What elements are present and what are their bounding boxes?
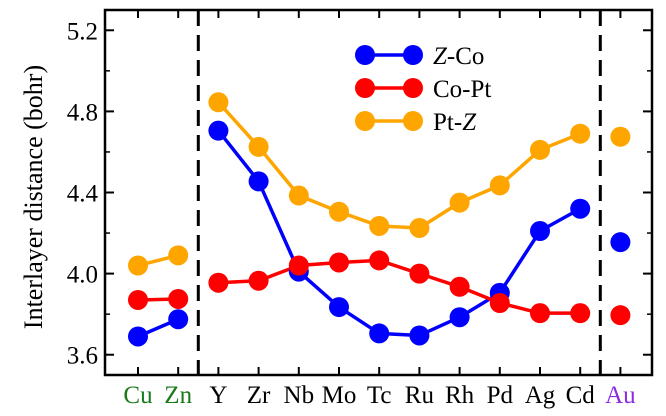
legend-marker [403, 45, 423, 65]
x-tick-label: Au [605, 382, 636, 409]
series-line-0 [217, 129, 582, 338]
data-point-0 [329, 297, 349, 318]
y-axis-label: Interlayer distance (bohr) [19, 65, 48, 329]
data-point-1 [369, 250, 390, 271]
data-point-0 [610, 232, 631, 253]
y-tick-label: 3.6 [67, 343, 98, 370]
data-point-2 [449, 192, 470, 213]
x-tick-label: Cu [123, 382, 153, 409]
data-point-1 [449, 276, 470, 297]
data-point-2 [208, 92, 229, 113]
legend-marker [355, 45, 375, 65]
data-point-0 [449, 307, 470, 328]
data-point-1 [168, 288, 189, 309]
legend-marker [403, 111, 423, 131]
x-tick-label: Cd [566, 382, 596, 409]
legend-label: Co-Pt [433, 76, 491, 103]
x-tick-label: Zr [247, 382, 271, 409]
y-tick-label: 5.2 [67, 18, 98, 45]
data-point-2 [570, 123, 591, 144]
data-point-2 [128, 255, 148, 276]
x-tick-label: Pd [487, 382, 514, 409]
data-point-2 [329, 201, 349, 222]
x-tick-label: Zn [164, 382, 192, 409]
data-point-2 [288, 185, 309, 206]
legend-label-italic: Z [433, 43, 448, 70]
data-point-1 [128, 289, 148, 310]
plot-area: 3.6 4.0 4.4 4.8 5.2 Cu Zn Y Zr Nb Mo Tc Ru Rh Pd Ag Cd Au [67, 10, 652, 409]
data-point-1 [208, 272, 229, 293]
legend-marker [403, 78, 423, 98]
data-point-0 [168, 309, 189, 330]
data-point-2 [610, 126, 631, 147]
data-point-0 [530, 221, 550, 242]
data-point-1 [288, 255, 309, 276]
data-point-1 [610, 305, 631, 326]
data-point-1 [570, 303, 591, 324]
legend-label-text: Pt- [433, 109, 462, 136]
data-point-1 [489, 293, 510, 314]
x-tick-label: Nb [284, 382, 315, 409]
data-point-1 [530, 303, 550, 324]
legend-marker [355, 78, 375, 98]
data-point-2 [369, 215, 390, 236]
series-line-2 [217, 101, 581, 230]
x-tick-label: Mo [322, 382, 357, 409]
legend-label: Z-Co [433, 43, 484, 70]
data-point-0 [409, 325, 430, 346]
data-point-2 [168, 245, 189, 266]
y-tick-label: 4.4 [67, 181, 99, 208]
data-point-0 [248, 171, 269, 192]
data-point-0 [208, 120, 229, 141]
data-point-1 [248, 270, 269, 291]
data-point-0 [369, 323, 390, 344]
y-tick-label: 4.8 [67, 99, 98, 126]
legend-label-italic: Z [462, 109, 477, 136]
series-line-1 [218, 258, 581, 315]
plot-frame [103, 8, 654, 377]
legend-label: Pt-Z [433, 109, 477, 136]
x-tick-label: Y [209, 382, 227, 409]
data-point-0 [570, 198, 591, 219]
legend-label-text: Co-Pt [433, 76, 491, 103]
data-point-2 [530, 139, 550, 160]
legend-marker [355, 111, 375, 131]
data-point-0 [128, 326, 148, 347]
legend-label-text: -Co [447, 43, 485, 70]
data-point-1 [329, 252, 349, 273]
x-tick-label: Ru [405, 382, 435, 409]
data-point-2 [489, 175, 510, 196]
x-tick-label: Ag [525, 382, 556, 409]
data-point-2 [248, 136, 269, 157]
data-point-2 [409, 217, 430, 238]
y-tick-label: 4.0 [67, 262, 98, 289]
x-tick-label: Rh [445, 382, 475, 409]
x-tick-label: Tc [367, 382, 392, 409]
data-point-1 [409, 263, 430, 284]
